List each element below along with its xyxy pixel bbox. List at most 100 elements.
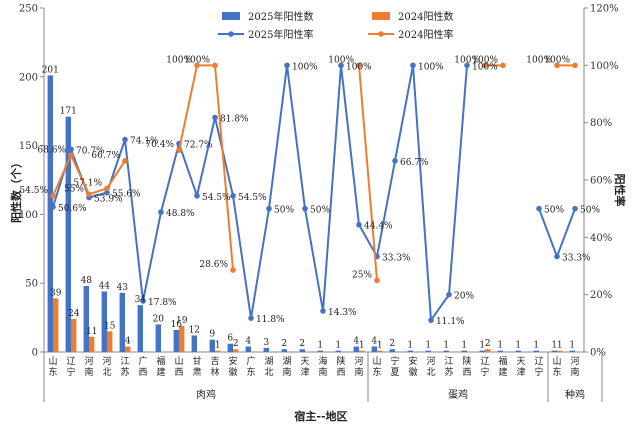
line-point — [50, 204, 56, 210]
bar — [101, 291, 107, 352]
y-tick-label: 150 — [19, 141, 38, 152]
line-value-label: 25% — [352, 270, 372, 280]
bar — [179, 325, 185, 352]
x-tick-label: 河南 — [354, 355, 363, 378]
line-point — [356, 221, 362, 228]
line-point — [176, 147, 182, 153]
legend-label: 2024阳性率 — [398, 28, 453, 41]
bar-value-label: 24 — [68, 309, 80, 319]
x-tick-label: 湖南 — [282, 356, 291, 378]
line-point — [122, 136, 128, 143]
bar — [227, 343, 233, 352]
legend-label: 2025年阳性数 — [248, 10, 313, 23]
bar-value-label: 6 — [227, 334, 233, 344]
x-tick-label: 河南 — [84, 355, 93, 378]
line-value-label: 44.4% — [364, 222, 393, 232]
line-value-label: 53.9% — [94, 194, 123, 204]
legend-label: 2025年阳性率 — [248, 28, 313, 41]
y2-tick-label: 120% — [590, 4, 619, 15]
bar — [263, 347, 269, 352]
bar-value-label: 1 — [335, 341, 341, 351]
bar — [359, 350, 365, 352]
x-tick-label: 福建 — [498, 355, 507, 378]
line-value-label: 100% — [454, 55, 480, 65]
bar — [389, 349, 395, 352]
y2-tick-label: 0% — [590, 348, 606, 359]
bar-value-label: 1 — [443, 341, 449, 351]
line-point — [428, 317, 434, 323]
x-tick-label: 广东 — [246, 355, 255, 378]
y-tick-label: 250 — [19, 4, 38, 15]
bar-value-label: 15 — [104, 321, 116, 331]
bar-value-label: 3 — [263, 338, 269, 348]
y2-tick-label: 40% — [590, 233, 612, 244]
x-tick-label: 天津 — [300, 357, 309, 378]
x-tick-label: 天津 — [516, 357, 525, 378]
line-value-label: 70.4% — [145, 140, 174, 150]
line-value-label: 100% — [472, 62, 498, 72]
bar-value-label: 1 — [377, 341, 383, 351]
line-value-label: 100% — [292, 62, 318, 72]
line-point — [104, 185, 110, 192]
series-line — [178, 64, 234, 271]
line-point — [68, 146, 74, 153]
y-tick-label: 100 — [19, 210, 38, 221]
lines — [50, 62, 578, 324]
bar-value-label: 34 — [135, 295, 147, 305]
bar-value-label: 11 — [86, 327, 97, 337]
bar-value-label: 4 — [353, 336, 359, 346]
bar-value-label: 1 — [551, 341, 557, 351]
line-point — [230, 267, 236, 273]
line-point — [500, 62, 506, 69]
y2-tick-label: 100% — [590, 61, 619, 72]
bar-value-label: 1 — [461, 341, 467, 351]
x-tick-label: 江苏 — [444, 356, 453, 378]
x-tick-label: 宁夏 — [390, 355, 399, 378]
bar — [89, 336, 95, 352]
y-axis-title: 阳性数（个） — [9, 157, 23, 223]
bar — [461, 350, 467, 352]
bar-value-label: 1 — [515, 341, 521, 351]
line-value-label: 11.1% — [436, 317, 465, 327]
line-value-label: 55.6% — [112, 190, 141, 200]
legend-label: 2024阳性数 — [398, 10, 453, 23]
line-point — [212, 114, 218, 121]
bar-value-label: 2 — [299, 339, 305, 349]
bar-value-label: 2 — [233, 339, 239, 349]
bar-value-label: 4 — [125, 336, 131, 346]
bar-value-label: 1 — [569, 341, 575, 351]
line-point — [212, 62, 218, 69]
line-value-label: 74.1% — [130, 137, 159, 147]
line-value-label: 100% — [472, 55, 498, 65]
bar — [245, 346, 251, 352]
y2-tick-label: 60% — [590, 176, 612, 187]
x-tick-label: 安徽 — [228, 355, 237, 378]
line-value-label: 54.5% — [19, 186, 48, 196]
bar — [65, 116, 71, 352]
x-tick-label: 河北 — [426, 355, 435, 378]
bar-value-label: 2 — [389, 339, 395, 349]
series-line — [538, 208, 576, 260]
bar-value-label: 4 — [371, 336, 377, 346]
line-point — [68, 152, 74, 159]
bar — [119, 292, 125, 352]
line-value-label: 55% — [64, 184, 84, 194]
line-value-label: 33.3% — [562, 254, 591, 264]
line-point — [194, 192, 200, 199]
bar — [107, 331, 113, 352]
line-value-label: 81.8% — [220, 115, 249, 125]
bar-value-label: 12 — [189, 325, 200, 335]
bar — [407, 350, 413, 352]
bar — [515, 350, 521, 352]
bar — [47, 75, 53, 352]
x-tick-label: 河南 — [570, 355, 579, 378]
line-value-label: 48.8% — [166, 209, 195, 219]
line-point — [464, 62, 470, 69]
line-value-label: 54.5% — [238, 193, 267, 203]
x-tick-label: 海南 — [318, 355, 327, 378]
bar — [125, 346, 131, 352]
x-axis-title: 宿主--地区 — [294, 409, 347, 423]
bar — [479, 350, 485, 352]
y-tick-label: 200 — [19, 72, 38, 83]
x-tick-label: 辽宁 — [66, 356, 75, 378]
